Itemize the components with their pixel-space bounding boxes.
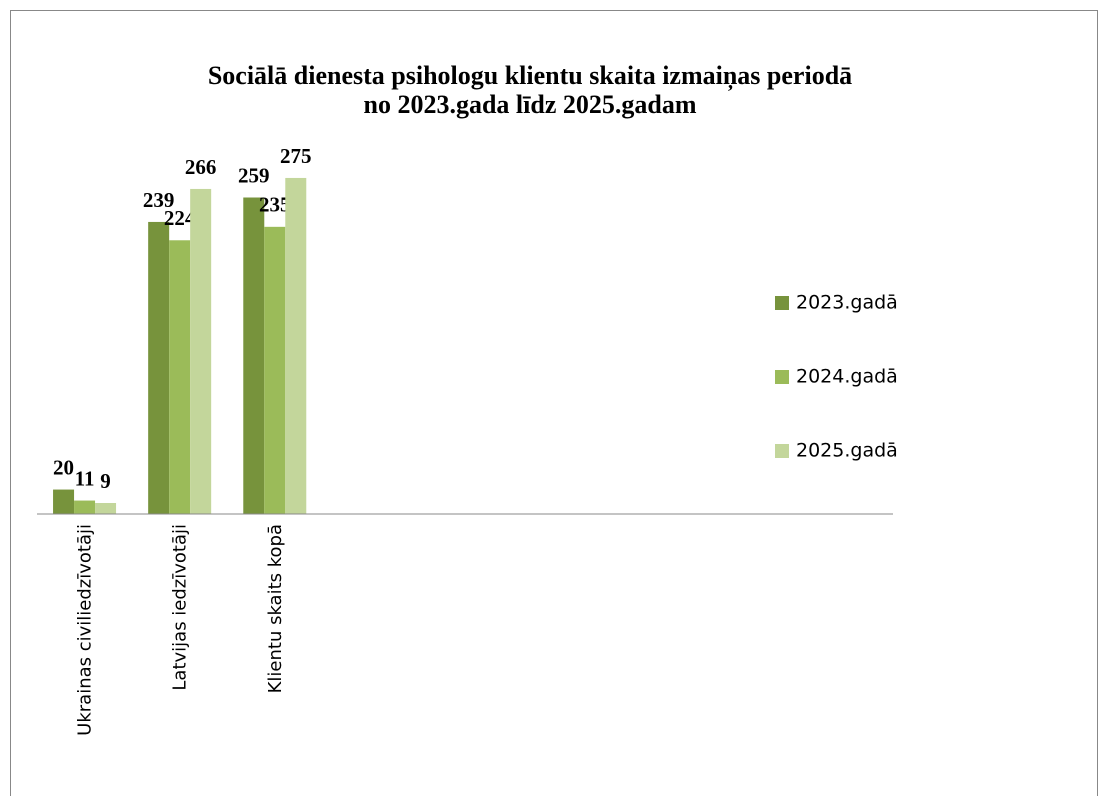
legend-label: 2024.gadā — [796, 366, 898, 388]
data-label: 266 — [185, 155, 217, 179]
data-label: 20 — [53, 455, 74, 479]
x-tick-label: Ukrainas civiliedzīvotāji — [75, 524, 96, 736]
bar — [148, 221, 170, 514]
data-label: 239 — [143, 188, 175, 212]
chart-frame — [10, 10, 1098, 796]
x-tick-label: Klientu skaits kopā — [265, 524, 286, 693]
bar — [169, 240, 191, 514]
data-label: 259 — [238, 163, 270, 187]
chart-title: Sociālā dienesta psihologu klientu skait… — [208, 61, 852, 91]
data-label: 11 — [75, 466, 95, 490]
chart-title: no 2023.gada līdz 2025.gadam — [364, 90, 697, 119]
legend-label: 2023.gadā — [796, 292, 898, 314]
bar — [53, 489, 75, 514]
bar — [264, 226, 286, 514]
bar — [74, 500, 96, 514]
x-tick-label: Latvijas iedzīvotāji — [170, 524, 191, 691]
legend-swatch — [775, 444, 789, 458]
bar — [95, 503, 117, 514]
bar — [190, 188, 212, 514]
legend-swatch — [775, 370, 789, 384]
data-label: 275 — [280, 144, 312, 168]
data-label: 9 — [100, 469, 111, 493]
bar — [243, 197, 265, 514]
legend-swatch — [775, 296, 789, 310]
legend-label: 2025.gadā — [796, 440, 898, 462]
bar — [285, 177, 307, 514]
